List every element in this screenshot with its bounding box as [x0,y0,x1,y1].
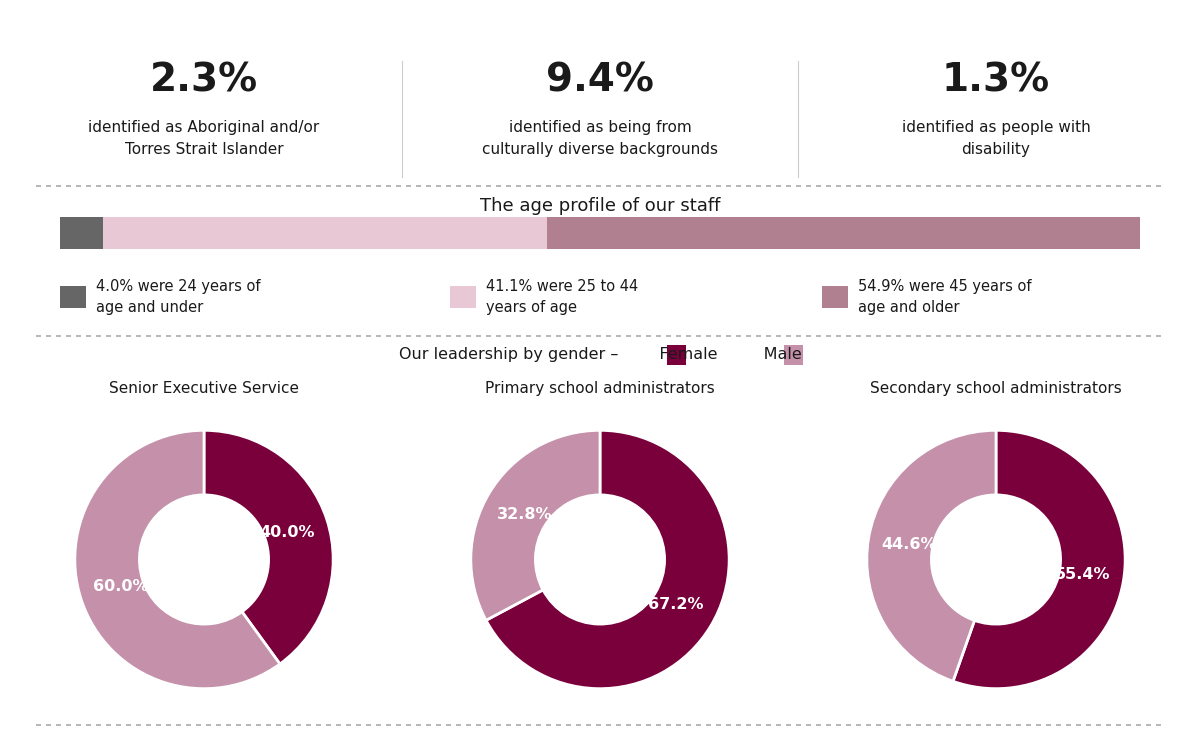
Text: 67.2%: 67.2% [648,597,703,612]
Text: 32.8%: 32.8% [497,507,552,522]
Bar [667,345,686,365]
Text: 54.9% were 45 years of
age and older: 54.9% were 45 years of age and older [858,279,1032,315]
Text: Primary school administrators: Primary school administrators [485,382,715,396]
Text: identified as being from
culturally diverse backgrounds: identified as being from culturally dive… [482,120,718,157]
Wedge shape [204,430,334,664]
Text: Our workforce demographics 2020: Our workforce demographics 2020 [383,17,817,37]
Wedge shape [486,430,730,689]
Text: Secondary school administrators: Secondary school administrators [870,382,1122,396]
Bar [822,286,848,308]
Bar [60,286,86,308]
Text: 2.3%: 2.3% [150,61,258,99]
Text: 40.0%: 40.0% [259,525,316,540]
Text: 60.0%: 60.0% [92,579,149,594]
Wedge shape [74,430,280,689]
Wedge shape [866,430,996,681]
Bar [60,217,103,249]
Text: 9.4%: 9.4% [546,61,654,99]
Wedge shape [470,430,600,620]
Bar [103,217,547,249]
Bar [784,345,803,365]
Text: identified as Aboriginal and/or
Torres Strait Islander: identified as Aboriginal and/or Torres S… [89,120,319,157]
Wedge shape [953,430,1126,689]
Bar [450,286,476,308]
Text: The age profile of our staff: The age profile of our staff [480,197,720,215]
Text: identified as people with
disability: identified as people with disability [901,120,1091,157]
Text: Our leadership by gender –        Female         Male: Our leadership by gender – Female Male [398,348,802,362]
Text: Senior Executive Service: Senior Executive Service [109,382,299,396]
Text: 41.1% were 25 to 44
years of age: 41.1% were 25 to 44 years of age [486,279,638,315]
Text: 4.0% were 24 years of
age and under: 4.0% were 24 years of age and under [96,279,260,315]
Text: 1.3%: 1.3% [942,61,1050,99]
Text: 44.6%: 44.6% [882,537,937,552]
Bar [547,217,1140,249]
Text: 55.4%: 55.4% [1055,567,1110,582]
